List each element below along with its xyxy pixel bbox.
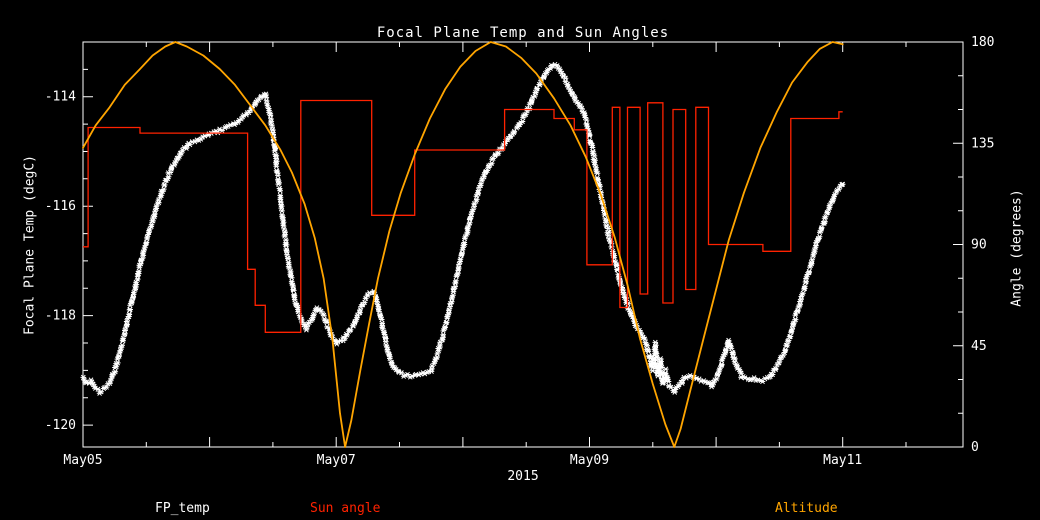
y-right-tick-label: 180	[971, 35, 994, 50]
series-fp-temp	[80, 61, 846, 396]
x-tick-label: May07	[317, 453, 356, 468]
series-sun-angle	[83, 99, 843, 333]
y-left-tick-label: -116	[45, 199, 76, 214]
x-tick-label: May11	[823, 453, 862, 468]
legend-sun-angle: Sun angle	[310, 501, 381, 516]
series-altitude	[82, 41, 844, 448]
axis-ticks	[82, 41, 963, 448]
x-axis-label: 2015	[507, 469, 539, 484]
tick-labels: May05 May07 May09 May11 -114 -116 -118 -120 0 45 9…	[45, 35, 995, 468]
y-axis-label-left: Focal Plane Temp (degC)	[22, 154, 38, 336]
y-right-tick-label: 90	[971, 238, 987, 253]
y-right-tick-label: 135	[971, 136, 994, 151]
y-axis-label-right: Angle (degrees)	[1009, 189, 1025, 307]
y-left-tick-label: -120	[45, 418, 76, 433]
y-left-tick-label: -118	[45, 309, 76, 324]
legend-altitude: Altitude	[775, 501, 838, 516]
y-right-tick-label: 45	[971, 339, 987, 354]
x-tick-label: May09	[570, 453, 609, 468]
plot-border	[82, 41, 964, 448]
y-right-tick-label: 0	[971, 440, 979, 455]
y-left-tick-label: -114	[45, 90, 76, 105]
x-tick-label: May05	[63, 453, 102, 468]
chart-title: Focal Plane Temp and Sun Angles	[376, 25, 670, 41]
legend-fp-temp: FP_temp	[155, 501, 210, 516]
